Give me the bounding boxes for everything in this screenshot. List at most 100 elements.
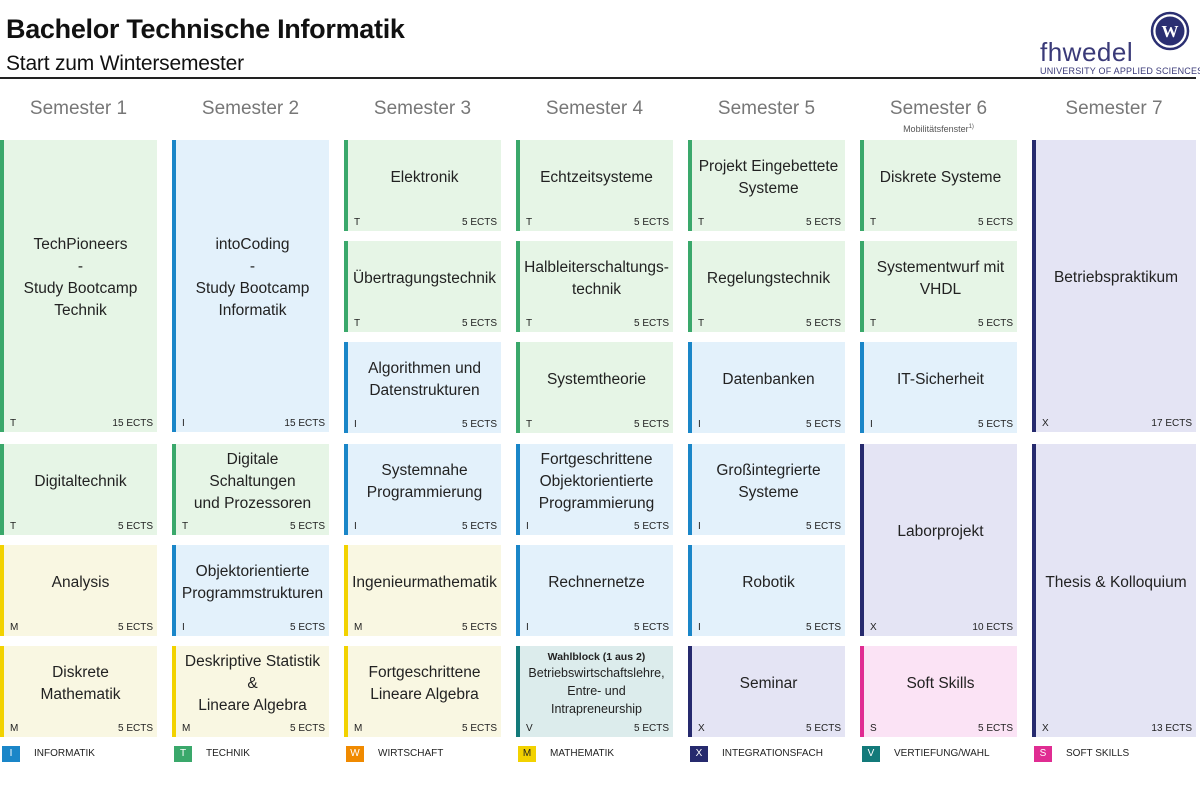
course-card[interactable]: Projekt Eingebettete Systeme T 5 ECTS — [688, 140, 845, 231]
legend-swatch: I — [2, 746, 20, 762]
course-card[interactable]: Elektronik T 5 ECTS — [344, 140, 501, 231]
course-name: Digitale Schaltungen und Prozessoren — [193, 450, 312, 512]
course-category: T — [10, 418, 17, 429]
course-card[interactable]: Rechnernetze I 5 ECTS — [516, 545, 673, 636]
course-ects: 5 ECTS — [805, 217, 841, 228]
course-card[interactable]: Digitaltechnik T 5 ECTS — [0, 444, 157, 535]
course-name: Laborprojekt — [897, 523, 984, 540]
course-card[interactable]: Diskrete Systeme T 5 ECTS — [860, 140, 1017, 231]
course-ects: 17 ECTS — [1151, 418, 1192, 429]
course-card[interactable]: Übertragungstechnik T 5 ECTS — [344, 241, 501, 332]
course-card[interactable]: Echtzeitsysteme T 5 ECTS — [516, 140, 673, 231]
course-ects: 5 ECTS — [461, 217, 497, 228]
course-ects: 5 ECTS — [805, 622, 841, 633]
legend-swatch: M — [518, 746, 536, 762]
course-category: M — [10, 622, 19, 633]
course-name: Übertragungstechnik — [352, 269, 497, 287]
course-name: Fortgeschrittene Objektorientierte Progr… — [538, 450, 655, 512]
course-name: Datenbanken — [722, 370, 815, 388]
course-card[interactable]: Betriebspraktikum X 17 ECTS — [1032, 140, 1196, 432]
course-card[interactable]: IT-Sicherheit I 5 ECTS — [860, 342, 1017, 433]
course-card[interactable]: intoCoding - Study Bootcamp Informatik I… — [172, 140, 329, 432]
course-name: Thesis & Kolloquium — [1045, 573, 1187, 591]
course-ects: 5 ECTS — [977, 419, 1013, 430]
legend-swatch: V — [862, 746, 880, 762]
course-name: Robotik — [742, 573, 795, 591]
elective-block-card[interactable]: Wahlblock (1 aus 2) Betriebswirtschaftsl… — [516, 646, 673, 737]
course-card[interactable]: Ingenieurmathematik M 5 ECTS — [344, 545, 501, 636]
page-title: Bachelor Technische Informatik — [6, 14, 405, 44]
semester-3-header: Semester 3 — [373, 98, 472, 119]
course-category: X — [1042, 418, 1049, 429]
course-card[interactable]: Thesis & Kolloquium X 13 ECTS — [1032, 444, 1196, 737]
course-card[interactable]: Systementwurf mit VHDL T 5 ECTS — [860, 241, 1017, 332]
course-card[interactable]: Analysis M 5 ECTS — [0, 545, 157, 636]
course-category: I — [698, 622, 701, 633]
course-name: Halbleiterschaltungs- technik — [524, 258, 669, 298]
course-category: M — [354, 723, 363, 734]
course-card[interactable]: Digitale Schaltungen und Prozessoren T 5… — [172, 444, 329, 535]
course-category: M — [182, 723, 191, 734]
legend-swatch: S — [1034, 746, 1052, 762]
legend-label: SOFT SKILLS — [1066, 748, 1130, 759]
semester-6-header: Semester 6 — [889, 98, 988, 119]
course-category: I — [354, 419, 357, 430]
course-card[interactable]: Systemtheorie T 5 ECTS — [516, 342, 673, 433]
university-logo: W fhwedel UNIVERSITY OF APPLIED SCIENCES — [1038, 10, 1200, 76]
course-card[interactable]: Robotik I 5 ECTS — [688, 545, 845, 636]
legend-label: INTEGRATIONSFACH — [722, 748, 823, 759]
course-category: T — [526, 318, 533, 329]
course-ects: 15 ECTS — [112, 418, 153, 429]
course-category: T — [526, 217, 533, 228]
course-category: T — [870, 318, 877, 329]
elective-block-heading: Wahlblock (1 aus 2) — [547, 650, 646, 663]
course-category: T — [870, 217, 877, 228]
course-card[interactable]: Großintegrierte Systeme I 5 ECTS — [688, 444, 845, 535]
course-ects: 5 ECTS — [977, 723, 1013, 734]
course-card[interactable]: Objektorientierte Programmstrukturen I 5… — [172, 545, 329, 636]
course-ects: 5 ECTS — [977, 318, 1013, 329]
course-card[interactable]: Laborprojekt X 10 ECTS — [860, 444, 1017, 636]
course-card[interactable]: Diskrete Mathematik M 5 ECTS — [0, 646, 157, 737]
course-name: Fortgeschrittene Lineare Algebra — [368, 663, 481, 703]
course-name: Seminar — [739, 674, 798, 692]
course-card[interactable]: Algorithmen und Datenstrukturen I 5 ECTS — [344, 342, 501, 433]
semester-4-header: Semester 4 — [545, 98, 644, 119]
page-subtitle: Start zum Wintersemester — [6, 52, 244, 75]
course-card[interactable]: Fortgeschrittene Lineare Algebra M 5 ECT… — [344, 646, 501, 737]
course-name: Großintegrierte Systeme — [716, 461, 821, 501]
course-ects: 13 ECTS — [1151, 723, 1192, 734]
course-card[interactable]: Regelungstechnik T 5 ECTS — [688, 241, 845, 332]
course-card[interactable]: Deskriptive Statistik & Lineare Algebra … — [172, 646, 329, 737]
course-card[interactable]: TechPioneers - Study Bootcamp Technik T … — [0, 140, 157, 432]
course-name: Deskriptive Statistik & Lineare Algebra — [184, 652, 321, 714]
course-card[interactable]: Soft Skills S 5 ECTS — [860, 646, 1017, 737]
course-category: I — [526, 622, 529, 633]
elective-block-content: Wahlblock (1 aus 2) Betriebswirtschaftsl… — [526, 646, 667, 721]
course-category: T — [698, 217, 705, 228]
course-name: Soft Skills — [906, 674, 975, 692]
course-category: M — [354, 622, 363, 633]
course-card[interactable]: Datenbanken I 5 ECTS — [688, 342, 845, 433]
legend-label: TECHNIK — [206, 748, 250, 759]
course-ects: 5 ECTS — [805, 318, 841, 329]
legend-swatch: X — [690, 746, 708, 762]
course-card[interactable]: Seminar X 5 ECTS — [688, 646, 845, 737]
course-category: I — [354, 521, 357, 532]
logo-wordmark: fhwedel — [1040, 37, 1134, 67]
course-card[interactable]: Systemnahe Programmierung I 5 ECTS — [344, 444, 501, 535]
course-name: Diskrete Systeme — [879, 168, 1002, 186]
course-category: T — [526, 419, 533, 430]
legend-label: MATHEMATIK — [550, 748, 615, 759]
course-category: T — [10, 521, 17, 532]
course-ects: 5 ECTS — [633, 723, 669, 734]
legend-label: WIRTSCHAFT — [378, 748, 444, 759]
course-card[interactable]: Fortgeschrittene Objektorientierte Progr… — [516, 444, 673, 535]
course-category: I — [182, 418, 185, 429]
course-ects: 5 ECTS — [117, 723, 153, 734]
course-category: I — [526, 521, 529, 532]
course-name: Elektronik — [390, 168, 459, 186]
course-card[interactable]: Halbleiterschaltungs- technik T 5 ECTS — [516, 241, 673, 332]
semester-7-header: Semester 7 — [1065, 98, 1163, 119]
legend-swatch: W — [346, 746, 364, 762]
